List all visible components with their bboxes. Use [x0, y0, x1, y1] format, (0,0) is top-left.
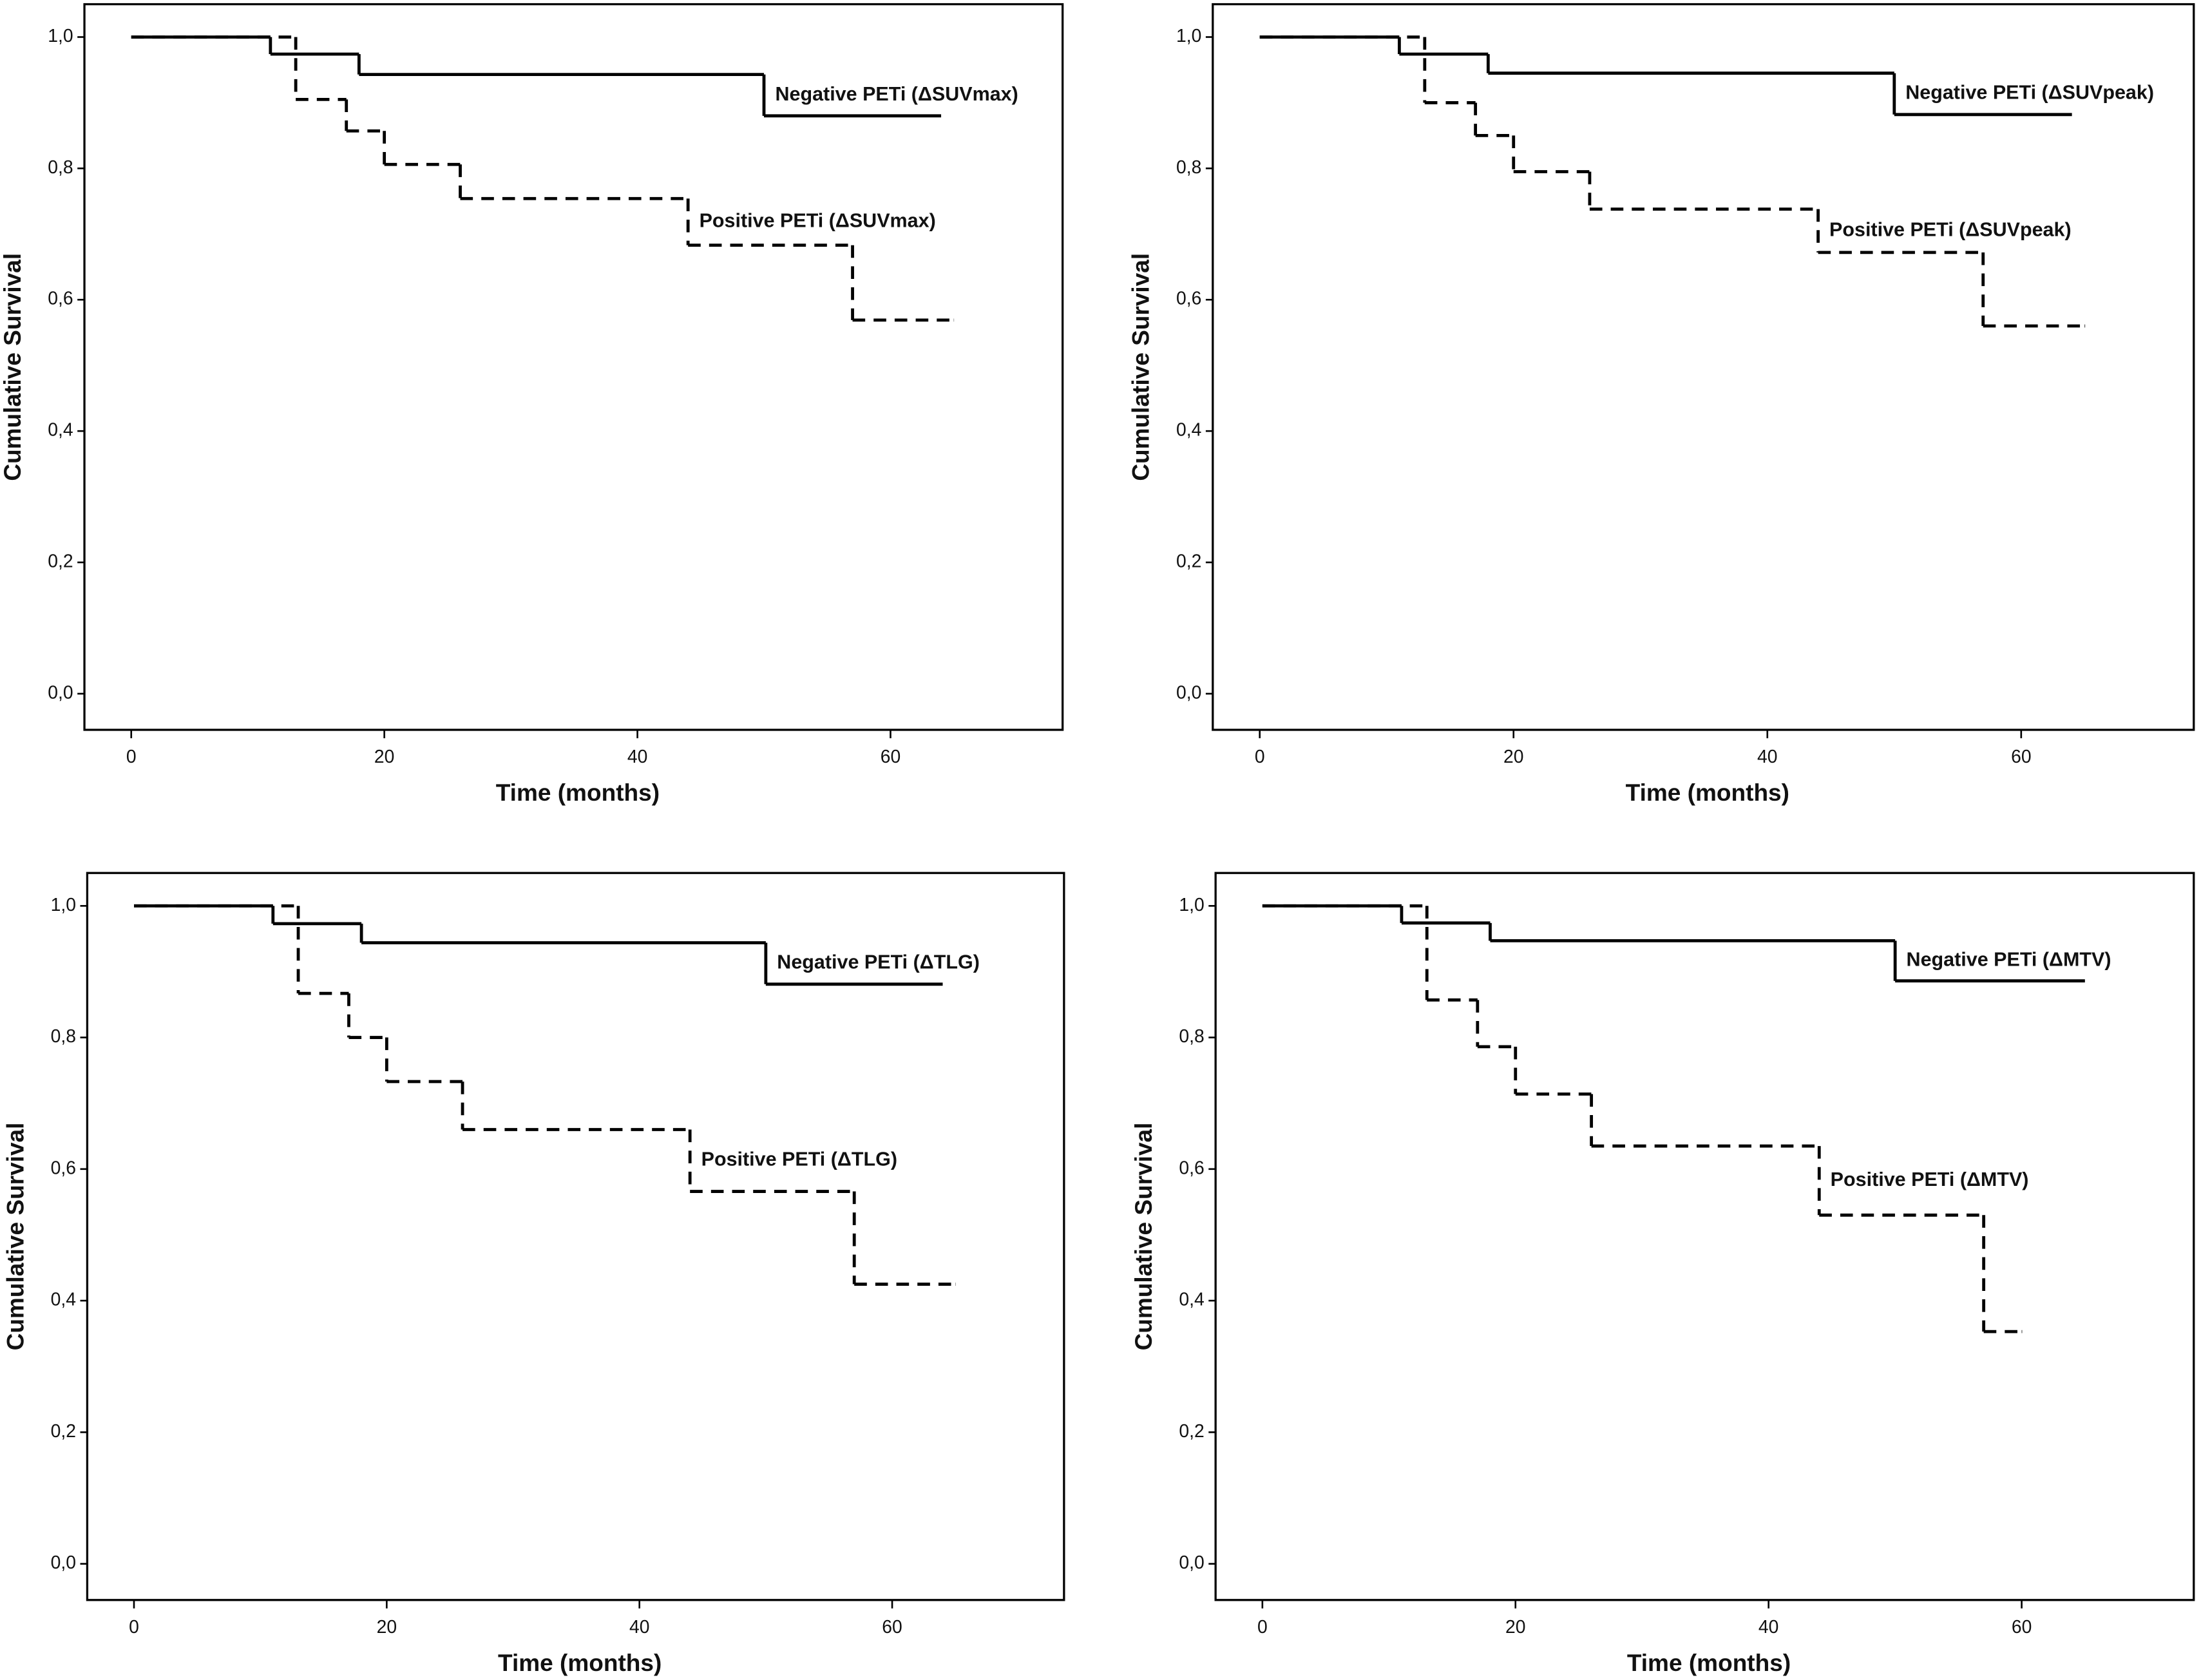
- y-tick-label: 0,8: [1179, 1026, 1204, 1047]
- x-axis-title: Time (months): [1626, 779, 1789, 806]
- y-tick-label: 0,4: [1176, 420, 1201, 441]
- y-tick-label: 0,6: [48, 289, 73, 309]
- plot-frame: [1214, 872, 2195, 1601]
- plot-frame: [86, 872, 1065, 1601]
- x-tick-label: 20: [374, 747, 395, 767]
- y-tick-label: 1,0: [48, 26, 73, 46]
- y-tick-label: 0,2: [51, 1421, 76, 1442]
- series-label: Positive PETi (ΔSUVpeak): [1829, 218, 2072, 240]
- y-tick-label: 1,0: [1179, 895, 1204, 915]
- x-tick-label: 20: [377, 1617, 397, 1637]
- y-axis-title: Cumulative Survival: [0, 253, 26, 481]
- x-tick-label: 0: [126, 747, 137, 767]
- x-tick-label: 20: [1505, 1617, 1526, 1637]
- x-tick-label: 40: [1758, 1617, 1779, 1637]
- x-axis-title: Time (months): [496, 779, 660, 806]
- y-tick-label: 0,8: [1176, 157, 1201, 178]
- x-tick-label: 0: [129, 1617, 139, 1637]
- chart-panel: 0,0 0,2 0,4 0,6 0,8 1,0 0 20 40 60 Time (months) Cu…: [1130, 872, 2195, 1676]
- y-tick-label: 0,0: [48, 682, 73, 703]
- y-tick-label: 0,4: [1179, 1290, 1204, 1310]
- y-tick-label: 0,2: [1179, 1421, 1204, 1442]
- x-tick-label: 60: [2012, 1617, 2032, 1637]
- y-tick-label: 0,6: [51, 1158, 76, 1178]
- y-tick-label: 0,4: [48, 420, 73, 441]
- y-axis-title: Cumulative Survival: [1127, 253, 1154, 481]
- x-tick-label: 0: [1257, 1617, 1268, 1637]
- y-tick-label: 0,6: [1176, 289, 1201, 309]
- series-label: Positive PETi (ΔMTV): [1831, 1169, 2029, 1190]
- x-tick-label: 60: [2011, 747, 2032, 767]
- x-tick-label: 40: [1757, 747, 1778, 767]
- series-label: Negative PETi (ΔTLG): [777, 951, 980, 973]
- y-tick-label: 0,4: [51, 1290, 76, 1310]
- chart-panel: 0,0 0,2 0,4 0,6 0,8 1,0 0 20 40 60 Time (months) Cu…: [1127, 3, 2195, 806]
- y-tick-label: 0,8: [48, 157, 73, 178]
- series-label: Negative PETi (ΔMTV): [1907, 949, 2111, 971]
- x-tick-label: 40: [627, 747, 648, 767]
- plot-frame: [83, 3, 1064, 731]
- x-tick-label: 20: [1503, 747, 1524, 767]
- y-tick-label: 0,8: [51, 1026, 76, 1047]
- x-tick-label: 60: [882, 1617, 902, 1637]
- y-tick-label: 0,0: [1179, 1552, 1204, 1573]
- y-tick-label: 0,2: [1176, 551, 1201, 572]
- series-label: Positive PETi (ΔSUVmax): [700, 210, 936, 232]
- y-tick-label: 0,0: [1176, 682, 1201, 703]
- y-tick-label: 1,0: [51, 895, 76, 915]
- y-tick-label: 0,2: [48, 551, 73, 572]
- x-tick-label: 0: [1255, 747, 1265, 767]
- series-label: Negative PETi (ΔSUVpeak): [1905, 82, 2154, 104]
- y-tick-label: 0,0: [51, 1552, 76, 1573]
- plot-frame: [1212, 3, 2195, 731]
- y-tick-label: 1,0: [1176, 26, 1201, 46]
- y-axis-title: Cumulative Survival: [1130, 1123, 1157, 1351]
- series-label: Positive PETi (ΔTLG): [701, 1149, 897, 1170]
- x-axis-title: Time (months): [1627, 1649, 1791, 1676]
- y-axis-title: Cumulative Survival: [1, 1123, 28, 1351]
- x-tick-label: 60: [881, 747, 901, 767]
- x-axis-title: Time (months): [498, 1649, 662, 1676]
- chart-panel: 0,0 0,2 0,4 0,6 0,8 1,0 0 20 40 60 Time (months) Cu…: [1, 872, 1065, 1676]
- series-label: Negative PETi (ΔSUVmax): [775, 83, 1018, 105]
- x-tick-label: 40: [629, 1617, 650, 1637]
- y-tick-label: 0,6: [1179, 1158, 1204, 1178]
- chart-panel: 0,0 0,2 0,4 0,6 0,8 1,0 0 20 40 60 Time (months) Cu…: [0, 3, 1064, 806]
